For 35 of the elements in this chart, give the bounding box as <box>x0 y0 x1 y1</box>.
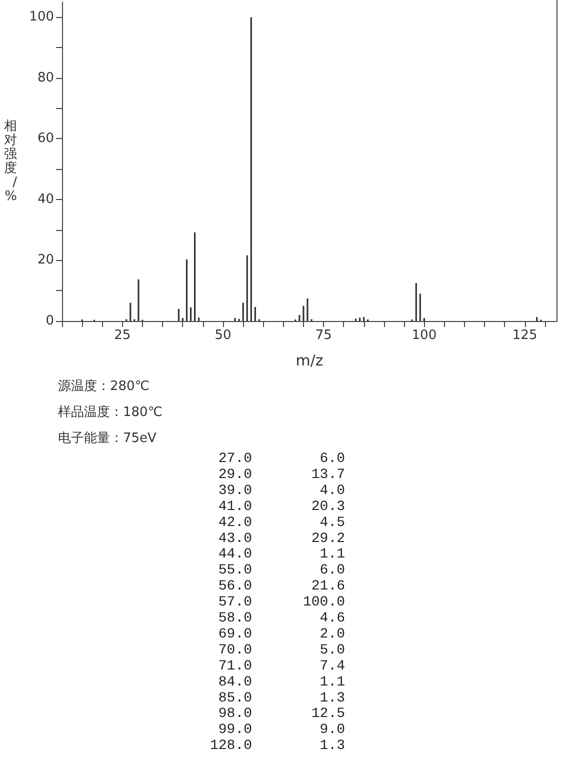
text: 56.0 21.6 <box>218 578 345 595</box>
y-tick-label: 20 <box>37 252 54 268</box>
text: 电子能量：75eV <box>58 431 157 446</box>
y-axis-title: 相对强度/% <box>4 119 18 204</box>
text: 样品温度：180℃ <box>58 404 162 420</box>
text: 70.0 5.0 <box>218 642 345 658</box>
x-tick-label: 50 <box>214 328 232 343</box>
text: 29.0 13.7 <box>218 466 345 483</box>
text: 85.0 1.3 <box>218 690 345 706</box>
text: 41.0 20.3 <box>218 498 345 515</box>
x-tick-label: 100 <box>412 328 437 343</box>
text: 71.0 7.4 <box>218 658 345 674</box>
text: 43.0 29.2 <box>218 530 345 547</box>
text: 128.0 1.3 <box>210 738 345 754</box>
text: 98.0 12.5 <box>218 706 345 722</box>
y-tick-label: 40 <box>37 192 54 207</box>
text: 84.0 1.1 <box>218 674 345 690</box>
text: 39.0 4.0 <box>218 482 345 499</box>
text: 99.0 9.0 <box>218 722 345 738</box>
text: 57.0 100.0 <box>218 594 345 611</box>
y-tick-label: 80 <box>37 70 54 86</box>
x-axis-title: m/z <box>296 352 324 370</box>
y-tick-label: 0 <box>46 314 54 328</box>
text: 27.0 6.0 <box>218 451 345 467</box>
text: 源温度：280℃ <box>58 378 150 394</box>
y-tick-label: 60 <box>37 131 54 146</box>
x-tick-label: 125 <box>512 328 538 343</box>
x-tick-label: 75 <box>315 328 332 343</box>
text: 42.0 4.5 <box>218 514 345 531</box>
text: 69.0 2.0 <box>218 626 345 642</box>
y-tick-label: 100 <box>29 10 54 25</box>
x-tick-label: 25 <box>114 328 131 343</box>
text: 55.0 6.0 <box>218 562 345 579</box>
text: 58.0 4.6 <box>218 610 345 626</box>
text: 44.0 1.1 <box>218 546 345 563</box>
